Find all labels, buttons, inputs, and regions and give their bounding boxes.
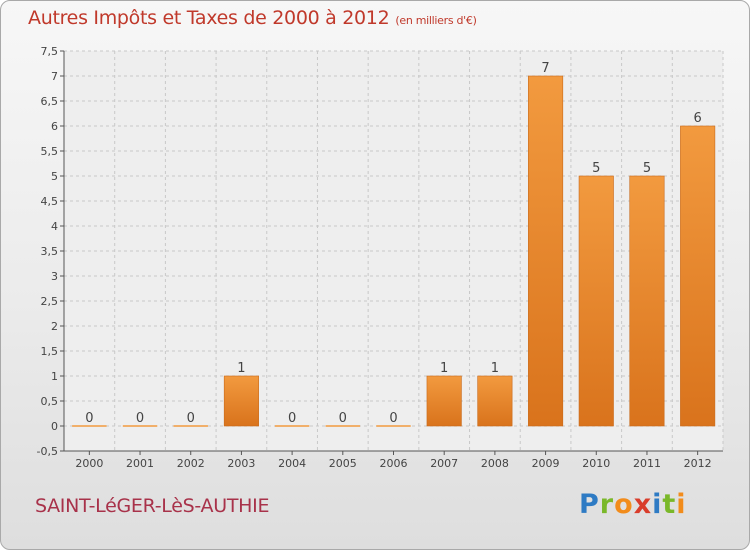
data-label-2011: 5 <box>643 161 651 176</box>
bar-2010 <box>578 175 614 427</box>
bar-2007 <box>426 375 462 427</box>
y-tick-label: 0 <box>51 420 58 433</box>
data-labels: 0 0 0 1 0 0 0 1 1 7 5 5 6 <box>85 61 702 426</box>
bar-2001 <box>122 425 158 427</box>
y-tick-label: 7 <box>51 70 58 83</box>
bar-2005 <box>325 425 361 427</box>
chart-unit: (en milliers d'€) <box>395 14 477 27</box>
proxiti-logo: Proxiti <box>579 489 687 520</box>
data-label-2000: 0 <box>85 411 93 426</box>
chart-title-text: Autres Impôts et Taxes de 2000 à 2012 <box>28 7 390 29</box>
y-tick-label: 2,5 <box>41 295 59 308</box>
y-tick-label: 2 <box>51 320 58 333</box>
x-tick-label: 2007 <box>430 457 458 470</box>
x-tick-label: 2012 <box>684 457 712 470</box>
data-label-2001: 0 <box>136 411 144 426</box>
data-label-2005: 0 <box>339 411 347 426</box>
grid-lines <box>63 50 724 452</box>
data-label-2009: 7 <box>541 61 549 76</box>
data-label-2006: 0 <box>389 411 397 426</box>
logo-letter: t <box>662 489 677 520</box>
bar-2011 <box>629 175 665 427</box>
data-label-2003: 1 <box>237 361 245 376</box>
y-tick-label: 1 <box>51 370 58 383</box>
logo-letter: x <box>633 489 653 520</box>
axes: -0,5 0 0,5 1 1,5 2 2,5 3 3,5 4 4,5 5 5,5 6 6,5 7 7,5 2000… <box>37 45 723 470</box>
x-tick-label: 2003 <box>227 457 255 470</box>
y-tick-label: 0,5 <box>41 395 59 408</box>
data-label-2002: 0 <box>187 411 195 426</box>
x-tick-label: 2004 <box>278 457 306 470</box>
x-tick-label: 2006 <box>380 457 408 470</box>
x-tick-label: 2002 <box>177 457 205 470</box>
chart-title: Autres Impôts et Taxes de 2000 à 2012 (en… <box>28 7 477 29</box>
bar-2009 <box>528 75 564 427</box>
y-tick-label: 1,5 <box>41 345 59 358</box>
data-label-2008: 1 <box>491 361 499 376</box>
x-tick-label: 2009 <box>532 457 560 470</box>
y-tick-label: 6 <box>51 120 58 133</box>
data-label-2012: 6 <box>694 111 702 126</box>
bar-2004 <box>274 425 310 427</box>
y-tick-label: 5,5 <box>41 145 59 158</box>
logo-letter: i <box>676 489 687 520</box>
y-tick-label: 3 <box>51 270 58 283</box>
logo-letter: r <box>599 489 615 520</box>
x-tick-label: 2008 <box>481 457 509 470</box>
logo-letter: o <box>614 489 634 520</box>
bar-2002 <box>173 425 208 427</box>
data-label-2010: 5 <box>592 161 600 176</box>
x-tick-label: 2000 <box>75 457 103 470</box>
y-tick-label: 7,5 <box>41 45 59 58</box>
y-tick-label: -0,5 <box>37 445 58 458</box>
y-tick-label: 4,5 <box>41 195 59 208</box>
x-tick-label: 2001 <box>126 457 154 470</box>
y-tick-label: 6,5 <box>41 95 59 108</box>
y-tick-label: 5 <box>51 170 58 183</box>
bar-2006 <box>376 425 411 427</box>
bars <box>72 75 716 427</box>
x-tick-label: 2005 <box>329 457 357 470</box>
logo-letter: P <box>579 489 600 520</box>
bar-2008 <box>477 375 513 427</box>
commune-name: SAINT-LéGER-LèS-AUTHIE <box>35 495 270 517</box>
logo-letter: i <box>652 489 663 520</box>
bar-2000 <box>72 425 107 427</box>
data-label-2007: 1 <box>440 361 448 376</box>
x-tick-label: 2010 <box>582 457 610 470</box>
bar-2003 <box>223 375 259 427</box>
y-tick-label: 3,5 <box>41 245 59 258</box>
x-tick-label: 2011 <box>633 457 661 470</box>
data-label-2004: 0 <box>288 411 296 426</box>
bar-2012 <box>680 125 716 427</box>
y-tick-label: 4 <box>51 220 58 233</box>
